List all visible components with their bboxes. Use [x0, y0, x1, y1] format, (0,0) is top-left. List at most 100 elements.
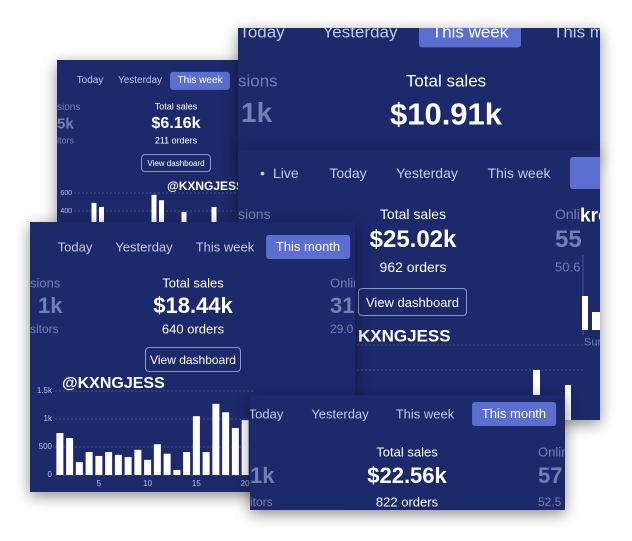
total-value: $25.02k: [369, 226, 457, 253]
watermark: KXNGJESS: [358, 326, 451, 346]
stat-value: 31: [330, 293, 355, 318]
chart: 600 400: [60, 190, 242, 230]
stat-value: 1k: [250, 463, 275, 488]
view-dashboard-button[interactable]: View dashboard: [145, 347, 241, 372]
bar: [151, 194, 157, 230]
bar: [159, 200, 164, 230]
bar: [95, 455, 103, 475]
total-label: Total sales: [376, 444, 438, 460]
bar: [75, 462, 83, 475]
watermark: @KXNGJESS: [167, 179, 245, 193]
bar: [153, 444, 161, 475]
tab[interactable]: This month: [472, 402, 556, 426]
stat-label: Onlin: [330, 275, 355, 291]
tab[interactable]: Yesterday: [311, 406, 369, 422]
live-dot: •: [260, 165, 265, 181]
x-tick-label: 20: [241, 479, 250, 488]
view-dashboard-button[interactable]: View dashboard: [358, 288, 467, 316]
bar: [124, 457, 132, 475]
bar: [241, 420, 249, 475]
stat-value: 57: [538, 463, 563, 488]
tab[interactable]: Today: [250, 406, 284, 422]
tab[interactable]: This week: [195, 239, 255, 255]
bar-fragment: [592, 312, 600, 330]
tab[interactable]: Yesterday: [322, 28, 398, 42]
stat-label: itors: [57, 135, 75, 146]
day-label: Sur: [584, 336, 600, 349]
x-tick-label: 10: [143, 479, 152, 488]
dashboard-panel: Today Yesterday This week This month 1k …: [250, 395, 565, 510]
chart-fragment: [353, 255, 600, 420]
bar-fragment: [582, 296, 588, 330]
stat-value: 55: [555, 226, 582, 253]
total-label: Total sales: [405, 71, 487, 91]
tab[interactable]: This week: [418, 28, 522, 48]
stat-label: sions: [30, 275, 61, 291]
bar: [222, 412, 230, 475]
bar: [134, 449, 142, 475]
bar: [99, 206, 104, 230]
total-value: $18.44k: [153, 293, 233, 318]
stat-label: 29.0: [330, 322, 354, 336]
stat-label: Onlin: [538, 444, 565, 460]
stat-value: 5k: [57, 115, 74, 133]
y-tick-label: 500: [39, 442, 53, 451]
total-label: Total sales: [154, 101, 198, 112]
total-value: $10.91k: [389, 96, 503, 132]
stat-label: itors: [250, 495, 273, 509]
bar: [211, 206, 217, 230]
stat-label: sions: [238, 206, 271, 222]
chart: 0 500 1k 1.5k 5 10 15 20: [37, 386, 255, 488]
view-dashboard-button[interactable]: View dashboard: [141, 154, 211, 172]
bar: [56, 433, 64, 475]
total-label: Total sales: [162, 275, 224, 291]
tab[interactable]: Yesterday: [117, 75, 163, 86]
bar: [181, 211, 187, 230]
bar: [192, 416, 200, 475]
bar: [105, 452, 113, 475]
stat-value: 1k: [38, 293, 63, 318]
tab[interactable]: Yesterday: [115, 239, 173, 255]
tab[interactable]: This week: [395, 406, 455, 422]
y-tick-label: 400: [60, 208, 72, 215]
y-tick-label: 1.5k: [37, 386, 53, 395]
orders: 962 orders: [379, 259, 447, 275]
bar: [114, 454, 122, 475]
bar-fragment: [533, 370, 540, 410]
bar-fragment: [565, 385, 571, 420]
orders: 211 orders: [154, 135, 198, 146]
total-value: $6.16k: [151, 115, 201, 132]
active-tab-fragment[interactable]: [570, 157, 600, 189]
x-tick-label: 15: [192, 479, 201, 488]
watermark: kro: [580, 205, 600, 227]
tab[interactable]: Today: [57, 239, 93, 255]
tab[interactable]: Yesterday: [396, 165, 458, 181]
bar: [163, 453, 171, 475]
dashboard-panel: Today Yesterday This week This month sio…: [238, 28, 600, 158]
bar: [66, 438, 74, 475]
stat-label: 50.6: [555, 259, 581, 275]
y-tick-label: 0: [48, 470, 53, 479]
tab[interactable]: Today: [329, 165, 367, 181]
bar: [173, 469, 181, 475]
bar: [85, 452, 93, 475]
y-tick-label: 1k: [44, 414, 53, 423]
bar: [183, 452, 191, 475]
tab[interactable]: This month: [552, 28, 600, 42]
bar: [202, 452, 210, 475]
orders: 640 orders: [161, 321, 225, 337]
stat-value: 1k: [241, 97, 273, 128]
x-tick-label: 5: [97, 479, 102, 488]
dashboard-panel: Today Yesterday This week sions 5k itors…: [57, 60, 247, 230]
tab[interactable]: Live: [273, 165, 299, 181]
bar: [144, 459, 152, 475]
stat-label: sions: [57, 102, 81, 113]
bar: [231, 427, 239, 475]
tab[interactable]: Today: [239, 28, 285, 42]
tab[interactable]: Today: [76, 75, 104, 86]
total-value: $22.56k: [367, 463, 447, 488]
tab[interactable]: This week: [169, 71, 231, 91]
tab[interactable]: This month: [266, 235, 350, 259]
tab[interactable]: This week: [487, 165, 551, 181]
